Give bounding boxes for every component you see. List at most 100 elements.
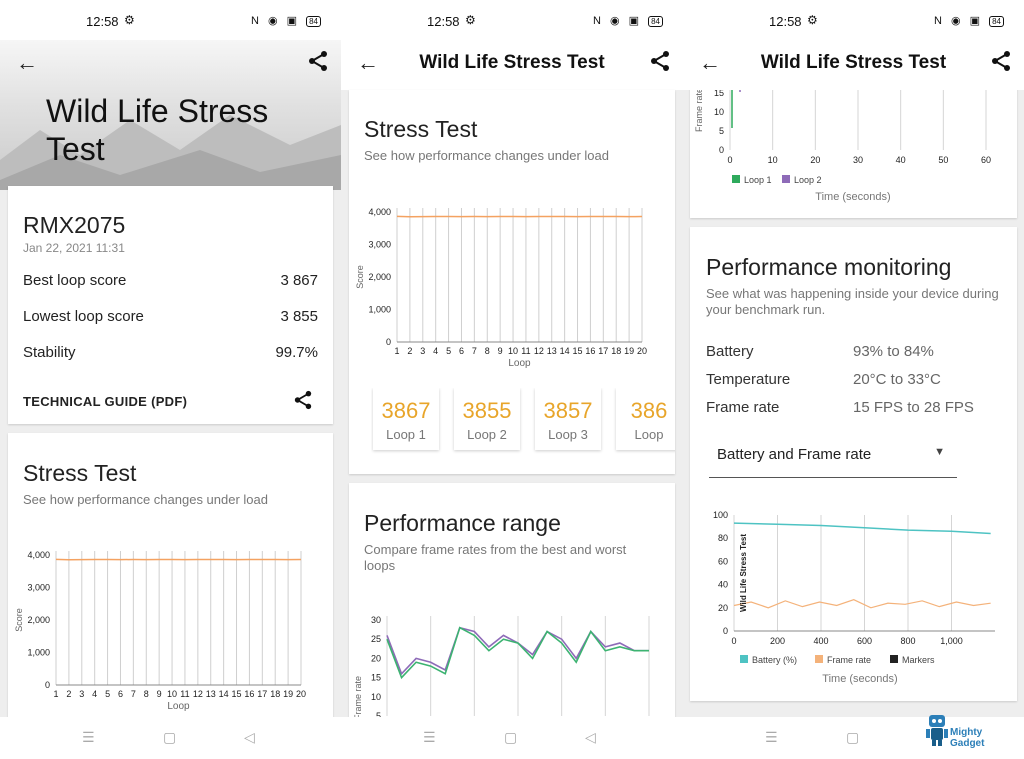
nav-bar: ☰ ▢ bbox=[683, 717, 1024, 759]
row-label: Stability bbox=[23, 344, 76, 361]
x-tick-label: 10 bbox=[768, 155, 778, 165]
home-icon[interactable]: ▢ bbox=[504, 729, 518, 745]
loop-label: Loop 3 bbox=[548, 427, 588, 442]
back-arrow-icon[interactable]: ← bbox=[699, 50, 721, 75]
back-icon[interactable]: ◁ bbox=[244, 729, 255, 745]
x-tick-label: 17 bbox=[598, 346, 608, 356]
y-tick-label: 5 bbox=[719, 126, 724, 136]
share-icon[interactable] bbox=[307, 50, 329, 77]
x-tick-label: 40 bbox=[896, 155, 906, 165]
loop-card[interactable]: 3867 Loop 1 bbox=[373, 388, 439, 450]
loop-chart-card: 0 10 20 30 40 50 60 0 5 10 15 Frame rate Loop 1 Loop … bbox=[690, 80, 1017, 218]
y-tick-label: 0 bbox=[45, 680, 50, 690]
x-axis-label: Time (seconds) bbox=[822, 673, 897, 685]
back-arrow-icon[interactable]: ← bbox=[357, 50, 379, 75]
y-tick-label: 25 bbox=[371, 634, 381, 644]
home-icon[interactable]: ▢ bbox=[846, 729, 860, 745]
loop-label: Loop bbox=[634, 427, 664, 442]
y-tick-label: 20 bbox=[718, 603, 728, 613]
dropdown-value: Battery and Frame rate bbox=[717, 446, 872, 463]
x-tick-label: 12 bbox=[193, 689, 203, 699]
x-tick-label: 800 bbox=[900, 636, 915, 646]
legend-label: Frame rate bbox=[827, 655, 871, 665]
x-tick-label: 14 bbox=[219, 689, 229, 699]
stress-card: Stress Test See how performance changes … bbox=[349, 90, 675, 474]
y-tick-label: 4,000 bbox=[27, 550, 50, 560]
x-tick-label: 13 bbox=[547, 346, 557, 356]
app-bar: ← Wild Life Stress Test bbox=[683, 40, 1024, 90]
result-card: RMX2075 Jan 22, 2021 11:31 Best loop sco… bbox=[8, 186, 333, 424]
x-tick-label: 17 bbox=[257, 689, 267, 699]
technical-guide-link[interactable]: TECHNICAL GUIDE (PDF) bbox=[23, 394, 188, 409]
loop-card[interactable]: 386 Loop bbox=[616, 388, 675, 450]
stress-chart: 1 2 3 4 5 6 7 8 9 10 11 12 13 14 15 16 17 18 19 2001,0002,0… bbox=[355, 207, 647, 369]
stress-card: Stress Test See how performance changes … bbox=[8, 433, 333, 733]
y-tick-label: 2,000 bbox=[27, 615, 50, 625]
y-tick-label: 10 bbox=[371, 692, 381, 702]
x-tick-label: 0 bbox=[731, 636, 736, 646]
x-tick-label: 20 bbox=[637, 346, 647, 356]
y-tick-label: 0 bbox=[719, 145, 724, 155]
y-tick-label: 15 bbox=[714, 88, 724, 98]
stress-title: Stress Test bbox=[23, 460, 137, 486]
appbar-title: Wild Life Stress Test bbox=[419, 52, 605, 73]
watermark-text: Mighty Gadget bbox=[950, 727, 985, 749]
row-label: Best loop score bbox=[23, 272, 127, 289]
row-label: Temperature bbox=[706, 371, 791, 388]
y-axis-label: Frame rate bbox=[694, 88, 704, 132]
y-tick-label: 3,000 bbox=[27, 583, 50, 593]
loop-score: 3855 bbox=[462, 398, 512, 423]
stress-subtitle: See how performance changes under load bbox=[23, 492, 268, 507]
loop-framerate-chart: 0 10 20 30 40 50 60 0 5 10 15 Frame rate Loop 1 Loop … bbox=[694, 80, 991, 203]
share-icon[interactable] bbox=[990, 50, 1012, 77]
status-time: 12:58 bbox=[86, 14, 119, 29]
chart-select-dropdown[interactable]: Battery and Frame rate ▼ bbox=[709, 438, 957, 478]
x-tick-label: 20 bbox=[296, 689, 306, 699]
back-arrow-icon[interactable]: ← bbox=[16, 50, 38, 75]
y-tick-label: 0 bbox=[723, 626, 728, 636]
x-tick-label: 15 bbox=[573, 346, 583, 356]
result-row: Stability 99.7% bbox=[23, 344, 318, 361]
share-icon[interactable] bbox=[649, 50, 671, 77]
x-tick-label: 9 bbox=[498, 346, 503, 356]
back-icon[interactable]: ◁ bbox=[585, 729, 596, 745]
monitoring-card: Performance monitoring See what was happ… bbox=[690, 227, 1017, 701]
row-value: 3 855 bbox=[280, 308, 318, 325]
x-tick-label: 14 bbox=[560, 346, 570, 356]
status-bar: 12:58 ⚙ N ◉ ▣ 84 bbox=[683, 0, 1024, 40]
loop-card[interactable]: 3855 Loop 2 bbox=[454, 388, 520, 450]
loop-card[interactable]: 3857 Loop 3 bbox=[535, 388, 601, 450]
loop-score: 3857 bbox=[543, 398, 593, 423]
x-axis-label: Time (seconds) bbox=[815, 191, 890, 203]
x-tick-label: 15 bbox=[232, 689, 242, 699]
monitor-title: Performance monitoring bbox=[706, 254, 952, 280]
framerate-series-line bbox=[386, 626, 649, 680]
gear-icon: ⚙ bbox=[465, 13, 476, 27]
x-tick-label: 9 bbox=[157, 689, 162, 699]
x-tick-label: 60 bbox=[981, 155, 991, 165]
x-tick-label: 20 bbox=[810, 155, 820, 165]
row-label: Battery bbox=[706, 343, 754, 360]
y-tick-label: 0 bbox=[386, 337, 391, 347]
x-tick-label: 4 bbox=[92, 689, 97, 699]
y-tick-label: 3,000 bbox=[368, 240, 391, 250]
menu-icon[interactable]: ☰ bbox=[82, 729, 95, 745]
monitor-row: Battery 93% to 84% bbox=[706, 343, 934, 360]
panel-result: 12:58 ⚙ N ◉ ▣ 84 ← Wild Life Stress Test… bbox=[0, 0, 341, 759]
menu-icon[interactable]: ☰ bbox=[765, 729, 778, 745]
y-tick-label: 15 bbox=[371, 673, 381, 683]
menu-icon[interactable]: ☰ bbox=[423, 729, 436, 745]
y-axis-label: Score bbox=[355, 265, 365, 289]
home-icon[interactable]: ▢ bbox=[163, 729, 177, 745]
monitor-row: Frame rate 15 FPS to 28 FPS bbox=[706, 399, 974, 416]
app-bar: ← Wild Life Stress Test bbox=[341, 40, 683, 90]
x-tick-label: 19 bbox=[624, 346, 634, 356]
share-icon[interactable] bbox=[293, 390, 313, 415]
loop-score: 3867 bbox=[381, 398, 431, 423]
range-subtitle: Compare frame rates from the best and wo… bbox=[364, 542, 627, 573]
status-bar: 12:58 ⚙ N ◉ ▣ 84 bbox=[0, 0, 341, 40]
x-tick-label: 19 bbox=[283, 689, 293, 699]
legend-swatch bbox=[732, 175, 740, 183]
x-tick-label: 11 bbox=[521, 346, 530, 356]
row-value: 3 867 bbox=[280, 272, 318, 289]
